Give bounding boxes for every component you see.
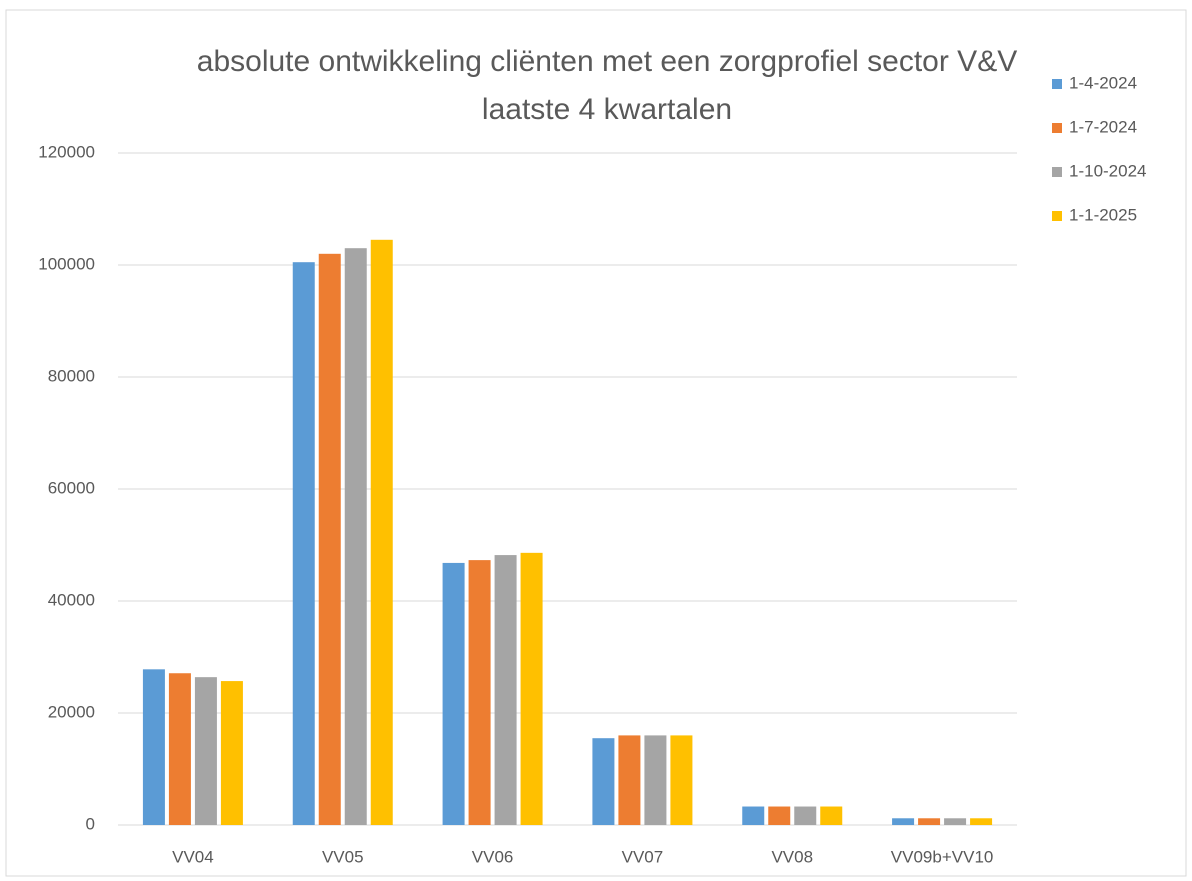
bar bbox=[794, 806, 817, 825]
bar bbox=[344, 248, 367, 825]
bar bbox=[742, 806, 765, 825]
y-tick-label: 100000 bbox=[38, 254, 95, 273]
y-tick-label: 20000 bbox=[48, 702, 95, 721]
legend-swatch bbox=[1052, 123, 1062, 133]
x-tick-label: VV08 bbox=[771, 847, 813, 866]
x-tick-label: VV06 bbox=[472, 847, 514, 866]
legend-label: 1-4-2024 bbox=[1069, 73, 1137, 92]
bar bbox=[644, 735, 667, 825]
bar bbox=[292, 262, 315, 825]
x-tick-label: VV04 bbox=[172, 847, 214, 866]
bar bbox=[370, 239, 393, 826]
bar bbox=[318, 253, 341, 826]
bar bbox=[142, 669, 165, 825]
bar bbox=[220, 681, 243, 825]
bar bbox=[768, 806, 791, 825]
y-tick-label: 60000 bbox=[48, 478, 95, 497]
x-tick-label: VV05 bbox=[322, 847, 364, 866]
y-tick-label: 40000 bbox=[48, 590, 95, 609]
y-tick-label: 120000 bbox=[38, 142, 95, 161]
chart-title: absolute ontwikkeling cliënten met een z… bbox=[196, 45, 1018, 126]
bar bbox=[820, 806, 843, 825]
legend-swatch bbox=[1052, 211, 1062, 221]
bar bbox=[892, 818, 915, 825]
bar bbox=[618, 735, 641, 825]
x-tick-label: VV07 bbox=[622, 847, 664, 866]
x-tick-label: VV09b+VV10 bbox=[891, 847, 994, 866]
bar bbox=[944, 818, 967, 825]
legend-label: 1-1-2025 bbox=[1069, 205, 1137, 224]
bar bbox=[442, 562, 465, 825]
legend-swatch bbox=[1052, 79, 1062, 89]
bar bbox=[670, 735, 693, 825]
y-tick-label: 0 bbox=[86, 814, 95, 833]
bar bbox=[494, 555, 517, 825]
y-tick-label: 80000 bbox=[48, 366, 95, 385]
bar bbox=[168, 673, 191, 825]
legend-label: 1-7-2024 bbox=[1069, 117, 1137, 136]
chart-border bbox=[5, 9, 1187, 877]
bar bbox=[520, 552, 543, 825]
legend-label: 1-10-2024 bbox=[1069, 161, 1147, 180]
bar bbox=[970, 818, 993, 825]
legend-swatch bbox=[1052, 167, 1062, 177]
bar bbox=[468, 560, 491, 825]
bar bbox=[194, 677, 217, 825]
bar bbox=[918, 818, 941, 825]
bar bbox=[592, 738, 615, 825]
